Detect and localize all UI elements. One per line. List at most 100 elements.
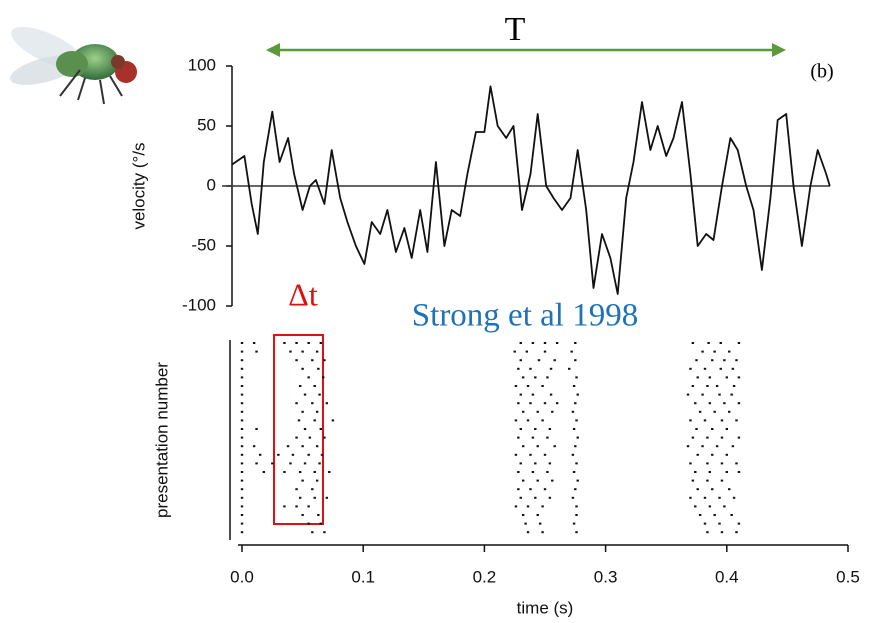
spike <box>252 342 256 344</box>
spike <box>240 505 244 508</box>
y-tick-label: -50 <box>191 235 216 254</box>
spike <box>318 462 321 465</box>
spike <box>723 505 726 508</box>
spike <box>713 514 716 516</box>
spike <box>315 410 319 413</box>
spike <box>720 531 724 534</box>
spike <box>534 428 537 430</box>
citation: Strong et al 1998 <box>412 298 638 334</box>
window-label: Δt <box>288 276 318 312</box>
spike <box>331 419 335 422</box>
spike <box>328 471 331 473</box>
spike <box>240 385 244 387</box>
spike <box>543 402 547 405</box>
spike <box>691 385 695 387</box>
spike <box>718 522 721 525</box>
spike <box>737 522 741 525</box>
y-tick-label: 50 <box>197 115 216 134</box>
spike <box>240 428 244 430</box>
spike <box>718 496 721 499</box>
spike <box>549 367 553 370</box>
spike <box>240 419 244 422</box>
spike <box>514 419 518 422</box>
spike <box>698 514 702 516</box>
spike <box>521 514 525 516</box>
spike <box>322 376 325 379</box>
spike <box>255 462 258 465</box>
spike <box>271 462 274 465</box>
spike <box>723 359 726 362</box>
spike <box>317 367 320 370</box>
spike <box>298 385 302 387</box>
y-axis-title: presentation number <box>152 362 171 518</box>
spike <box>240 531 244 534</box>
y-axis-title: velocity (°/s <box>129 142 148 229</box>
spike <box>318 393 321 396</box>
y-tick-label: 100 <box>188 55 216 74</box>
spike <box>576 393 579 396</box>
x-tick-label: 0.3 <box>594 567 618 586</box>
spike <box>240 488 244 491</box>
x-tick-label: 0.2 <box>473 567 497 586</box>
spike <box>308 436 312 439</box>
spike <box>568 367 571 370</box>
spike <box>696 376 699 379</box>
spike <box>732 385 736 387</box>
spike <box>719 342 722 344</box>
spike <box>307 505 310 508</box>
spike <box>313 496 316 499</box>
spike <box>571 410 575 413</box>
spike <box>728 410 731 413</box>
spike <box>686 393 690 396</box>
spike <box>696 453 699 456</box>
spike <box>575 514 578 516</box>
spike <box>715 385 719 387</box>
spike <box>289 462 292 465</box>
spike <box>307 342 310 344</box>
spike <box>514 385 518 387</box>
spike <box>706 462 709 465</box>
spike <box>735 531 738 534</box>
spike <box>737 342 741 344</box>
spike <box>524 522 527 525</box>
spike <box>519 496 522 499</box>
spike <box>240 376 244 379</box>
spike <box>707 342 710 344</box>
spike <box>295 402 298 405</box>
spike <box>549 393 553 396</box>
spike <box>295 359 298 362</box>
spike <box>711 453 714 456</box>
spike <box>295 505 298 508</box>
spike <box>536 514 539 516</box>
spike <box>703 419 707 422</box>
spike <box>730 393 733 396</box>
spike <box>698 410 702 413</box>
spike <box>541 505 544 508</box>
spike <box>574 342 577 344</box>
window-box <box>273 334 324 525</box>
spike <box>283 342 286 344</box>
spike <box>297 419 301 422</box>
spike <box>728 488 731 491</box>
spike <box>513 350 516 353</box>
spike <box>686 445 690 448</box>
spike <box>240 359 244 362</box>
spike <box>240 453 244 456</box>
spike <box>311 359 314 362</box>
spike <box>291 453 295 456</box>
spike <box>517 488 520 491</box>
spike <box>691 436 695 439</box>
spike <box>240 462 244 465</box>
spike <box>252 445 256 448</box>
spike <box>551 410 554 413</box>
spike <box>553 359 556 362</box>
spike <box>571 496 575 499</box>
spike <box>301 367 304 370</box>
spike <box>319 522 322 525</box>
spike <box>240 471 244 473</box>
spike <box>575 419 578 422</box>
spike <box>574 359 577 362</box>
spike <box>720 419 724 422</box>
spike <box>706 436 709 439</box>
spike <box>735 359 738 362</box>
